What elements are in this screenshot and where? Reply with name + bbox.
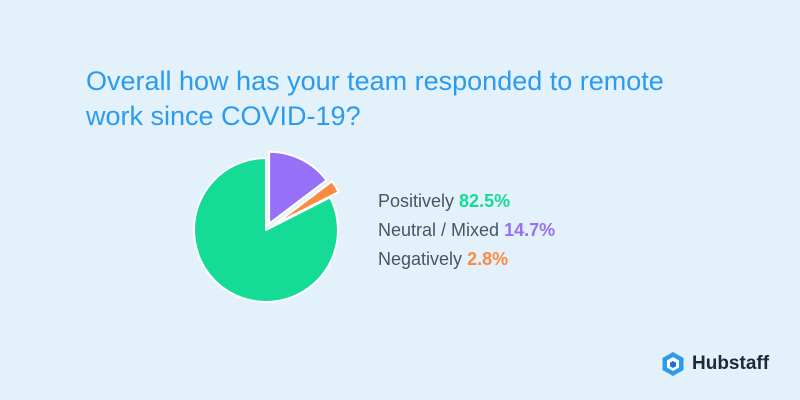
brand-logo: Hubstaff [660, 351, 769, 377]
pie-slice-negatively [273, 180, 340, 226]
legend-value-positively: 82.5% [459, 191, 511, 211]
legend: Positively 82.5% Neutral / Mixed 14.7% N… [378, 187, 555, 274]
pie-slice-neutral-mixed [268, 150, 328, 225]
legend-item-positively: Positively 82.5% [378, 187, 555, 216]
legend-value-neutral-mixed: 14.7% [504, 220, 556, 240]
legend-label-neutral-mixed: Neutral / Mixed [378, 220, 500, 240]
pie-chart [186, 148, 356, 308]
legend-item-negatively: Negatively 2.8% [378, 245, 555, 274]
brand-name: Hubstaff [692, 353, 770, 374]
pie-svg [193, 150, 340, 303]
legend-value-negatively: 2.8% [467, 249, 509, 269]
pie-slice-positively [193, 157, 339, 303]
legend-label-positively: Positively [378, 191, 455, 211]
hubstaff-logo-icon [662, 352, 684, 376]
chart-title: Overall how has your team responded to r… [86, 66, 664, 131]
legend-label-negatively: Negatively [378, 249, 463, 269]
legend-item-neutral-mixed: Neutral / Mixed 14.7% [378, 216, 555, 245]
